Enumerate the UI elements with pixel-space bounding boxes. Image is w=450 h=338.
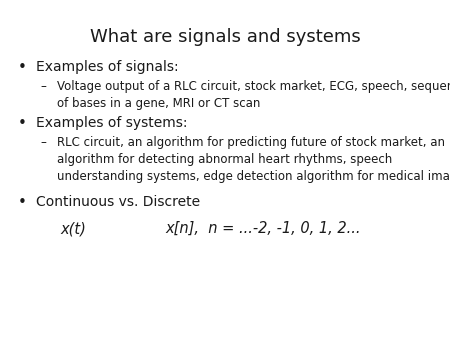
- Text: Examples of signals:: Examples of signals:: [36, 60, 179, 74]
- Text: x(t): x(t): [60, 221, 86, 236]
- Text: •: •: [18, 116, 27, 131]
- Text: –: –: [40, 80, 46, 93]
- Text: •: •: [18, 60, 27, 75]
- Text: RLC circuit, an algorithm for predicting future of stock market, an
algorithm fo: RLC circuit, an algorithm for predicting…: [57, 136, 450, 183]
- Text: Continuous vs. Discrete: Continuous vs. Discrete: [36, 195, 200, 209]
- Text: •: •: [18, 195, 27, 210]
- Text: Examples of systems:: Examples of systems:: [36, 116, 188, 130]
- Text: –: –: [40, 136, 46, 149]
- Text: What are signals and systems: What are signals and systems: [90, 28, 360, 46]
- Text: x[n],  n = ...-2, -1, 0, 1, 2...: x[n], n = ...-2, -1, 0, 1, 2...: [165, 221, 360, 236]
- Text: Voltage output of a RLC circuit, stock market, ECG, speech, sequences
of bases i: Voltage output of a RLC circuit, stock m…: [57, 80, 450, 110]
